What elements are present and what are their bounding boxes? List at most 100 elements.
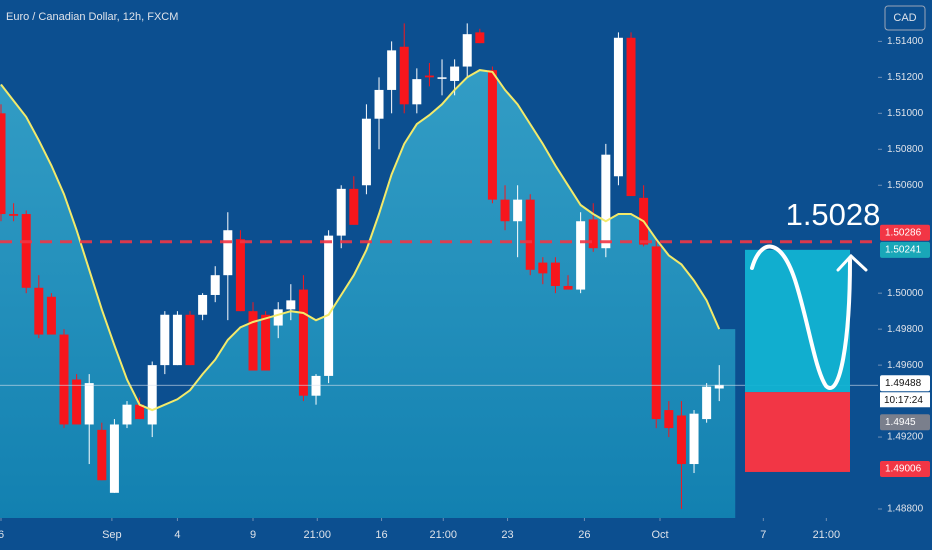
candle-body <box>349 188 359 225</box>
candle-body <box>651 246 661 420</box>
y-tick-label: 1.50000 <box>887 288 924 299</box>
candle-body <box>172 314 182 366</box>
alert-price-box <box>880 224 930 241</box>
candle-body <box>487 70 497 200</box>
x-tick-label: 16 <box>375 529 387 541</box>
loss-zone <box>745 392 850 472</box>
y-tick-label: 1.51000 <box>887 108 924 119</box>
ma-area <box>0 70 736 518</box>
drawn-wave <box>750 244 852 390</box>
countdown-label: 10:17:24 <box>884 395 923 406</box>
profit-zone <box>745 249 850 393</box>
x-tick-label: 7 <box>760 529 766 541</box>
chart-title: Euro / Canadian Dollar, 12h, FXCM <box>6 11 178 23</box>
x-tick-label: Oct <box>651 529 668 541</box>
candle-body <box>135 404 145 420</box>
x-tick-label: 6 <box>0 529 4 541</box>
candle-body <box>387 50 397 90</box>
y-tick-label: 1.51400 <box>887 36 924 47</box>
candle-body <box>538 262 548 274</box>
candle-body <box>34 287 44 335</box>
candle-body <box>122 404 132 425</box>
candle-body <box>223 230 233 276</box>
candle-body <box>361 118 371 186</box>
candle-body <box>664 410 674 429</box>
candle-body <box>689 413 699 465</box>
candle-body <box>437 77 447 79</box>
target-price-box <box>880 241 930 258</box>
candle-body <box>702 386 712 420</box>
candle-body <box>273 309 283 326</box>
currency-label[interactable]: CAD <box>893 12 916 24</box>
candle-body <box>588 219 598 249</box>
y-tick-label: 1.50600 <box>887 180 924 191</box>
y-tick-label: 1.49600 <box>887 360 924 371</box>
target-price-label: 1.50241 <box>885 244 922 255</box>
candle-body <box>248 311 258 371</box>
candle-body <box>513 199 523 222</box>
candle-body <box>109 424 119 493</box>
y-tick-label: 1.49800 <box>887 324 924 335</box>
alert-price-label: 1.50286 <box>885 227 922 238</box>
candle-body <box>374 89 384 119</box>
x-tick-label: 23 <box>501 529 513 541</box>
candle-body <box>450 66 460 81</box>
candle-body <box>185 314 195 366</box>
candle-body <box>576 221 586 290</box>
candle-body <box>399 46 409 105</box>
x-tick-label: 26 <box>578 529 590 541</box>
entry-price-label: 1.4945 <box>885 417 916 428</box>
candle-body <box>160 314 170 366</box>
candle-body <box>475 32 485 44</box>
x-tick-label: 21:00 <box>430 529 458 541</box>
stop-price-box <box>880 460 930 477</box>
candle-body <box>198 294 208 315</box>
x-tick-label: 4 <box>174 529 180 541</box>
ma-line <box>0 69 721 412</box>
candle-body <box>601 154 611 249</box>
candle-body <box>46 296 56 335</box>
countdown-box <box>880 392 930 408</box>
currency-button[interactable] <box>884 5 926 31</box>
candle-body <box>550 262 560 286</box>
candle-body <box>59 334 69 425</box>
candle-body <box>0 113 6 215</box>
candle-body <box>298 289 308 396</box>
candle-body <box>286 300 296 310</box>
y-tick-label: 1.49200 <box>887 432 924 443</box>
x-tick-label: 21:00 <box>304 529 332 541</box>
last-price-label: 1.49488 <box>885 378 922 389</box>
candle-body <box>424 75 434 78</box>
candle-body <box>210 275 220 295</box>
candle-body <box>462 34 472 67</box>
candle-body <box>261 314 271 371</box>
entry-price-box <box>880 414 930 431</box>
candle-body <box>9 214 19 216</box>
candle-body <box>235 239 245 312</box>
candle-body <box>336 188 346 236</box>
candle-body <box>97 429 107 481</box>
candle-body <box>714 384 724 389</box>
y-tick-label: 1.51200 <box>887 72 924 83</box>
candle-body <box>613 37 623 177</box>
candle-body <box>324 235 334 376</box>
candle-body <box>412 79 422 105</box>
stop-price-label: 1.49006 <box>885 464 922 475</box>
candle-body <box>72 379 82 425</box>
candle-body <box>525 199 535 270</box>
candle-body <box>500 199 510 222</box>
y-tick-label: 1.50800 <box>887 144 924 155</box>
x-tick-label: Sep <box>102 529 122 541</box>
drawn-arrow <box>836 253 868 272</box>
y-tick-label: 1.48800 <box>887 504 924 515</box>
x-tick-label: 21:00 <box>813 529 841 541</box>
candle-body <box>626 37 636 197</box>
candle-body <box>147 365 157 425</box>
candle-body <box>21 214 31 288</box>
x-tick-label: 9 <box>250 529 256 541</box>
candle-body <box>84 383 94 425</box>
last-price-box <box>880 375 930 392</box>
candle-body <box>563 285 573 290</box>
